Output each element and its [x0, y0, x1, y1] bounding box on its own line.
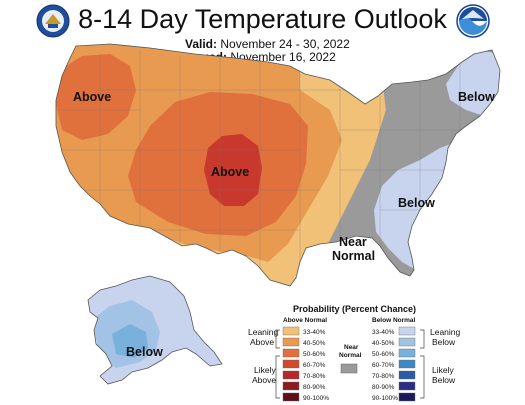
map-label-near-normal-1: Near: [339, 235, 367, 249]
legend-leaning-above-1: Leaning: [248, 327, 279, 337]
legend-below-bin-swatch: [398, 392, 416, 402]
legend-below-bin-label: 50-60%: [372, 351, 395, 358]
legend-above-bin-label: 80-90%: [303, 384, 326, 391]
legend-likely-above-2: Above: [252, 375, 276, 385]
doc-seal-icon: [36, 4, 70, 38]
legend-above-bin-swatch: [282, 348, 300, 358]
legend-above-bin-swatch: [282, 337, 300, 347]
legend-below-header: Below Normal: [372, 317, 416, 324]
map-label-above-nw: Above: [73, 90, 111, 104]
map-label-below-ne: Below: [458, 90, 495, 104]
us-probability-shading: [56, 44, 500, 286]
legend-above-bin-swatch: [282, 392, 300, 402]
legend-above-bin-swatch: [282, 370, 300, 380]
legend-below-bin-swatch: [398, 381, 416, 391]
map-label-below-alaska: Below: [126, 345, 163, 359]
legend-below-bin-swatch: [398, 359, 416, 369]
legend-below-bin-label: 40-50%: [372, 340, 395, 347]
legend: Probability (Percent Chance) Above Norma…: [248, 304, 461, 402]
legend-above-bin-label: 90-100%: [303, 395, 329, 402]
page-title: 8-14 Day Temperature Outlook: [78, 4, 447, 34]
legend-below-bin-label: 33-40%: [372, 329, 395, 336]
map-label-below-se: Below: [398, 196, 435, 210]
legend-below-bin-label: 70-80%: [372, 373, 395, 380]
valid-label: Valid:: [185, 37, 218, 51]
legend-below-bin-label: 80-90%: [372, 384, 395, 391]
legend-near-header-1: Near: [344, 344, 359, 351]
alaska-probability-shading: [92, 300, 160, 368]
map-label-near-normal-2: Normal: [332, 249, 375, 263]
legend-above-header: Above Normal: [283, 317, 327, 324]
legend-below-bin-swatch: [398, 337, 416, 347]
legend-above-bin-label: 40-50%: [303, 340, 326, 347]
legend-leaning-below-1: Leaning: [430, 327, 461, 337]
below-33-40-se-region: [374, 142, 462, 270]
legend-above-bin-swatch: [282, 359, 300, 369]
legend-below-bin-swatch: [398, 348, 416, 358]
valid-value: November 24 - 30, 2022: [220, 37, 350, 51]
legend-above-bin-label: 33-40%: [303, 329, 326, 336]
legend-near-header-2: Normal: [339, 352, 362, 359]
legend-above-bin-swatch: [282, 326, 300, 336]
map-label-above-central: Above: [211, 165, 249, 179]
legend-below-bin-swatch: [398, 370, 416, 380]
legend-above-bin-swatch: [282, 381, 300, 391]
legend-above-bin-label: 70-80%: [303, 373, 326, 380]
below-33-40-ne-region: [446, 50, 500, 116]
legend-leaning-below-2: Below: [432, 337, 456, 347]
legend-likely-below-2: Below: [432, 375, 456, 385]
valid-line: Valid: November 24 - 30, 2022: [185, 37, 350, 51]
legend-below-bins: 33-40% 40-50% 50-60% 60-70% 70-80% 80-90% 90-1…: [372, 326, 416, 402]
legend-below-bin-swatch: [398, 326, 416, 336]
legend-title: Probability (Percent Chance): [293, 304, 416, 314]
legend-near-swatch: [340, 363, 358, 374]
legend-below-bin-label: 90-100%: [372, 395, 398, 402]
state-borders: [56, 50, 470, 286]
above-50-60-nw-region: [56, 54, 136, 140]
legend-above-bins: 33-40% 40-50% 50-60% 60-70% 70-80% 80-90% 90-1…: [282, 326, 329, 402]
legend-likely-above-1: Likely: [254, 365, 276, 375]
legend-likely-below-1: Likely: [432, 365, 454, 375]
noaa-logo-icon: [456, 4, 490, 38]
alaska-below-50-60-region: [112, 324, 148, 358]
legend-leaning-above-2: Above: [250, 337, 274, 347]
above-60-70-region: [204, 134, 262, 206]
legend-above-bin-label: 60-70%: [303, 362, 326, 369]
legend-below-bin-label: 60-70%: [372, 362, 395, 369]
legend-above-bin-label: 50-60%: [303, 351, 326, 358]
